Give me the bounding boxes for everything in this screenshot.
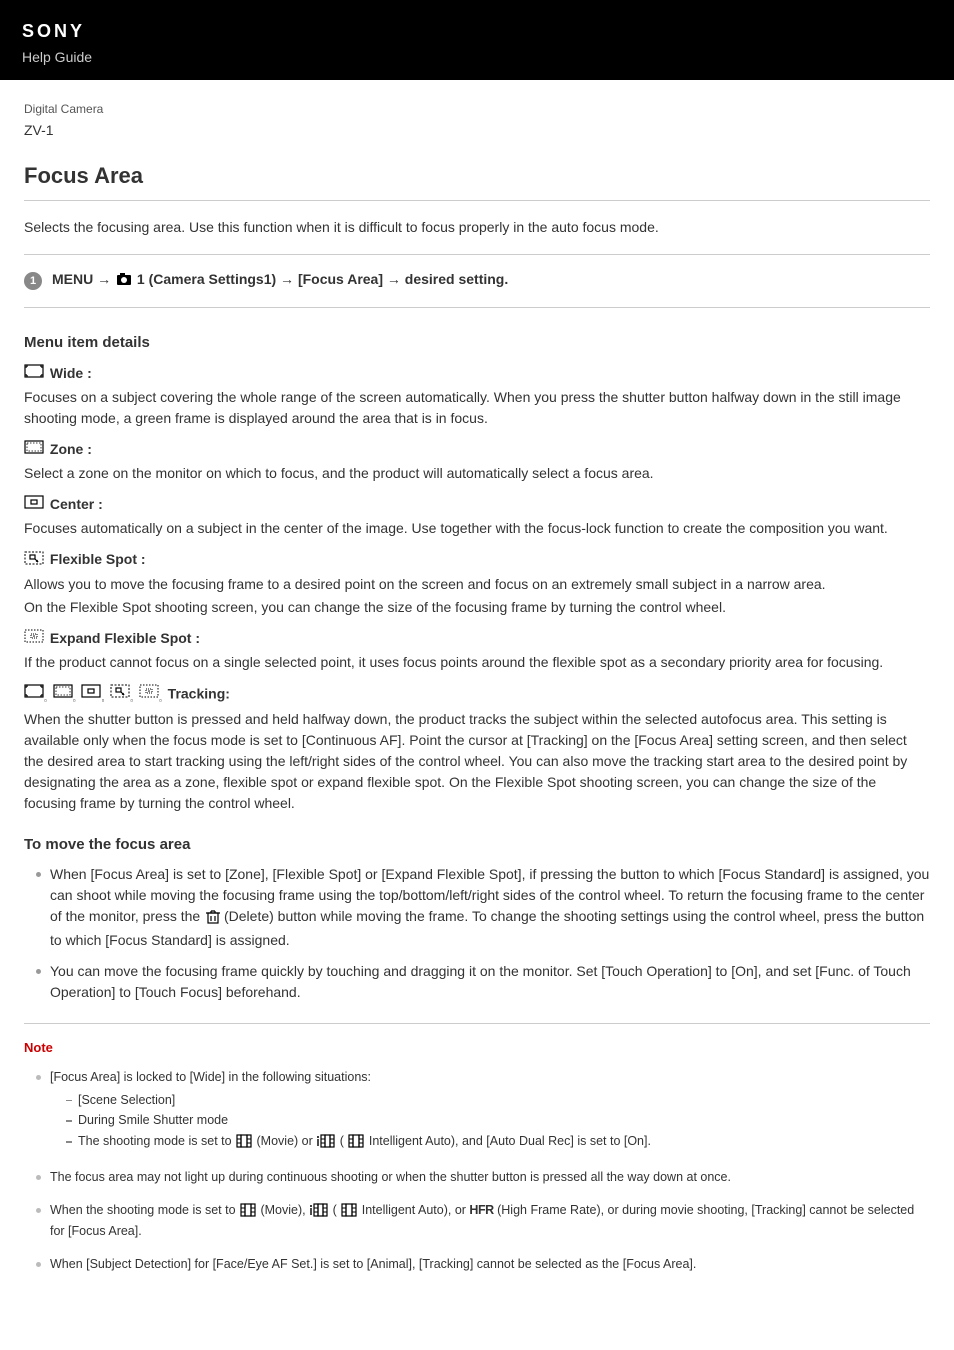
note-sublist: [Scene Selection] During Smile Shutter m… [50, 1091, 930, 1154]
item-flexible: Flexible Spot : [24, 549, 930, 571]
expand-desc: If the product cannot focus on a single … [24, 652, 930, 673]
main-content: Digital Camera ZV-1 Focus Area Selects t… [0, 80, 954, 1308]
note-item-2: The focus area may not light up during c… [36, 1168, 930, 1187]
center-label: Center : [50, 496, 103, 512]
step-text: MENU → 1 (Camera Settings1) → [Focus Are… [52, 269, 508, 293]
note-item-4: When [Subject Detection] for [Face/Eye A… [36, 1255, 930, 1274]
movie-icon [239, 1201, 257, 1223]
item-tracking: ▫ ▫ ▫ ▫ ▫ Tracking: [24, 683, 930, 707]
camera-icon [115, 271, 133, 293]
tracking-label: Tracking: [168, 686, 230, 702]
step-row: 1 MENU → 1 (Camera Settings1) → [Focus A… [24, 254, 930, 308]
zone-desc: Select a zone on the monitor on which to… [24, 463, 930, 484]
item-zone: Zone : [24, 439, 930, 461]
flexible-label: Flexible Spot : [50, 551, 146, 567]
product-type: Digital Camera [24, 100, 930, 118]
wide-label: Wide : [50, 365, 92, 381]
note-box: Note [Focus Area] is locked to [Wide] in… [24, 1023, 930, 1274]
help-guide-label: Help Guide [22, 47, 932, 68]
tracking-center-icon: ▫ [81, 683, 104, 707]
flexible-desc2: On the Flexible Spot shooting screen, yo… [24, 597, 930, 618]
delete-icon [204, 908, 220, 930]
item-wide: Wide : [24, 363, 930, 385]
center-desc: Focuses automatically on a subject in th… [24, 518, 930, 539]
note-item-3: When the shooting mode is set to (Movie)… [36, 1201, 930, 1242]
menu-details-heading: Menu item details [24, 332, 930, 355]
hfr-icon: HFR [469, 1203, 493, 1217]
expand-label: Expand Flexible Spot : [50, 630, 200, 646]
wide-icon [24, 363, 44, 385]
step-number: 1 [24, 272, 42, 290]
brand-logo: SONY [22, 18, 932, 45]
camera-settings-index: 1 [137, 271, 145, 287]
note-item-1: [Focus Area] is locked to [Wide] in the … [36, 1068, 930, 1154]
tracking-expand-icon: ▫ [139, 683, 162, 707]
expand-flexible-spot-icon [24, 628, 44, 650]
move-focus-item-1: When [Focus Area] is set to [Zone], [Fle… [36, 864, 930, 951]
tracking-flex-icon: ▫ [110, 683, 133, 707]
note-list: [Focus Area] is locked to [Wide] in the … [24, 1068, 930, 1274]
flexible-spot-icon [24, 550, 44, 572]
movie-icon [347, 1132, 365, 1154]
move-focus-list: When [Focus Area] is set to [Zone], [Fle… [24, 864, 930, 1003]
intelligent-movie-icon [316, 1132, 336, 1154]
tracking-wide-icon: ▫ [24, 683, 47, 707]
product-model: ZV-1 [24, 120, 930, 141]
note-heading: Note [24, 1038, 930, 1058]
note-sub-1: [Scene Selection] [66, 1091, 930, 1110]
page-title: Focus Area [24, 159, 930, 192]
movie-icon [235, 1132, 253, 1154]
center-icon [24, 494, 44, 516]
zone-icon [24, 439, 44, 461]
note-sub-3: The shooting mode is set to (Movie) or (… [66, 1132, 930, 1154]
movie-icon [340, 1201, 358, 1223]
tracking-zone-icon: ▫ [53, 683, 76, 707]
intro-text: Selects the focusing area. Use this func… [24, 217, 930, 238]
item-center: Center : [24, 494, 930, 516]
title-divider [24, 200, 930, 201]
note-sub-2: During Smile Shutter mode [66, 1111, 930, 1130]
move-focus-item-2: You can move the focusing frame quickly … [36, 961, 930, 1003]
wide-desc: Focuses on a subject covering the whole … [24, 387, 930, 429]
tracking-desc: When the shutter button is pressed and h… [24, 709, 930, 814]
zone-label: Zone : [50, 441, 92, 457]
item-expand: Expand Flexible Spot : [24, 628, 930, 650]
header-bar: SONY Help Guide [0, 0, 954, 80]
move-focus-heading: To move the focus area [24, 834, 930, 857]
flexible-desc1: Allows you to move the focusing frame to… [24, 574, 930, 595]
intelligent-movie-icon [309, 1201, 329, 1223]
